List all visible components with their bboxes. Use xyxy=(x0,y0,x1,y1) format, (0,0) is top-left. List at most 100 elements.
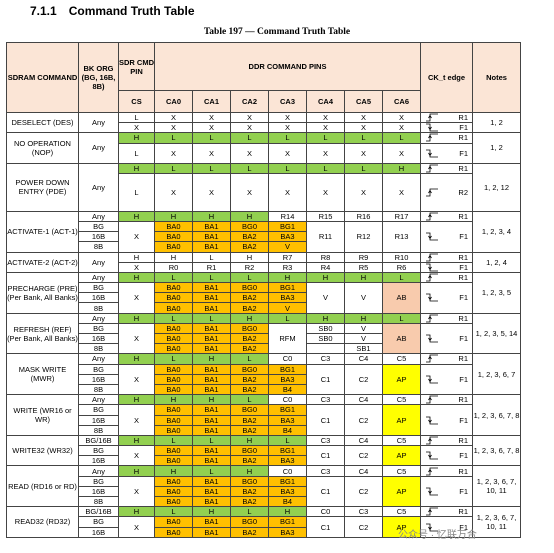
cell: BG xyxy=(78,282,119,294)
cell: 16B xyxy=(78,332,119,345)
cell: X xyxy=(118,516,155,538)
cell: H xyxy=(118,312,155,324)
cell: H xyxy=(118,353,155,365)
cell: C1 xyxy=(306,475,345,508)
cell: BA1 xyxy=(192,404,231,416)
cell: 8B xyxy=(78,424,119,436)
cell: BA0 xyxy=(154,383,193,396)
cell: C4 xyxy=(344,394,383,406)
edge-label: R2 xyxy=(458,187,468,197)
edge-label: F1 xyxy=(459,415,468,425)
rising-edge-icon: R1 xyxy=(422,252,472,262)
table-row: ACTIVATE-2 (ACT-2) Any H H L H R7 R8 R9 R10 R1 1, 2… xyxy=(6,251,521,273)
cell: C0 xyxy=(268,465,307,477)
cell: BA1 xyxy=(192,383,231,396)
cell: BA1 xyxy=(192,231,231,243)
cell xyxy=(306,343,345,355)
edge-label: R1 xyxy=(458,133,468,143)
cell: C4 xyxy=(344,434,383,447)
cell: X xyxy=(154,111,193,124)
cell: L xyxy=(118,111,155,124)
cell: BA0 xyxy=(154,475,193,487)
cell: L xyxy=(268,162,307,174)
cell: X xyxy=(268,122,307,134)
falling-edge-icon: F1 xyxy=(422,523,472,532)
edge-label: R1 xyxy=(458,252,468,262)
cell: X xyxy=(230,122,269,134)
cell: L xyxy=(306,132,345,144)
cell: X xyxy=(192,142,231,164)
table-row: WRITE (WR16 or WR) Any H H H L C0 C3 C4 C5 R1 1, 2,… xyxy=(6,394,521,436)
table-row: 16B BA0 BA1 BA2 BA3 xyxy=(7,455,521,467)
cell: H xyxy=(118,251,155,263)
cell: C0 xyxy=(268,394,307,406)
cell: BG/16B xyxy=(78,506,119,518)
cell: BA1 xyxy=(192,302,231,314)
cell: BA0 xyxy=(154,495,193,508)
cell: R16 xyxy=(344,210,383,222)
cell: BA0 xyxy=(154,485,193,498)
cell: BA0 xyxy=(154,363,193,375)
table-row: L X X X X X X X F1 xyxy=(7,142,521,164)
section-heading: 7.1.1 Command Truth Table xyxy=(30,4,195,18)
cell: L xyxy=(382,312,421,324)
cell: BA2 xyxy=(230,302,269,314)
cell: C1 xyxy=(306,404,345,436)
cell: AP xyxy=(382,363,421,396)
cell: BA1 xyxy=(192,363,231,375)
header-bk-org: BK ORG (BG, 16B, 8B) xyxy=(78,42,119,113)
cell: X xyxy=(382,122,421,134)
header-sdr-cmd-pin: SDR CMD PIN xyxy=(118,42,155,91)
cell: X xyxy=(118,282,155,314)
cell: B4 xyxy=(268,424,307,436)
cell: H xyxy=(118,465,155,477)
falling-edge-icon: F1 xyxy=(422,293,472,302)
cell: BA1 xyxy=(192,495,231,508)
cell: BA3 xyxy=(268,485,307,498)
cell: H xyxy=(154,465,193,477)
cell: BA2 xyxy=(230,231,269,243)
cell: H xyxy=(118,162,155,174)
cell: AP xyxy=(382,404,421,436)
command-name: DESELECT (DES) xyxy=(6,111,79,134)
cell: H xyxy=(192,353,231,365)
cell: X xyxy=(382,142,421,164)
cell: BA0 xyxy=(154,241,193,253)
cell: L xyxy=(230,506,269,518)
cell: X xyxy=(268,172,307,212)
cell: R1 xyxy=(192,261,231,273)
cell: Any xyxy=(78,271,119,284)
cell: BA0 xyxy=(154,302,193,314)
cell: H xyxy=(154,210,193,222)
cell: L xyxy=(192,271,231,284)
cell: X xyxy=(306,142,345,164)
cell: V xyxy=(344,282,383,314)
table-row: BG X BA0 BA1 BG0 BG1 R11 R12 R13 F1 xyxy=(7,220,521,253)
cell: BA0 xyxy=(154,373,193,385)
cell: R17 xyxy=(382,210,421,222)
cell: BG0 xyxy=(230,363,269,375)
cell: BA2 xyxy=(230,424,269,436)
cell: H xyxy=(230,465,269,477)
cell: H xyxy=(118,132,155,144)
cell: B4 xyxy=(268,495,307,508)
cell: BA3 xyxy=(268,373,307,385)
command-name: REFRESH (REF) (Per Bank, All Banks) xyxy=(6,312,79,355)
cell: H xyxy=(230,251,269,263)
cell: X xyxy=(230,172,269,212)
edge-label: R1 xyxy=(458,313,468,323)
cell: X xyxy=(118,404,155,436)
cell: L xyxy=(154,353,193,365)
cell: H xyxy=(268,506,307,518)
ck-edge-cell: F1 xyxy=(420,142,473,164)
ck-edge-cell: F1 xyxy=(420,445,473,467)
rising-edge-icon: R1 xyxy=(422,396,472,404)
table-row: DESELECT (DES) Any L X X X X X X X R1 1, 2 xyxy=(6,111,521,134)
cell: H xyxy=(230,210,269,222)
cell: BA1 xyxy=(192,475,231,487)
ck-edge-cell: F1 xyxy=(420,282,473,314)
cell: X xyxy=(118,475,155,508)
rising-edge-icon: R1 xyxy=(422,467,472,475)
cell: L xyxy=(382,132,421,144)
cell: X xyxy=(118,322,155,355)
